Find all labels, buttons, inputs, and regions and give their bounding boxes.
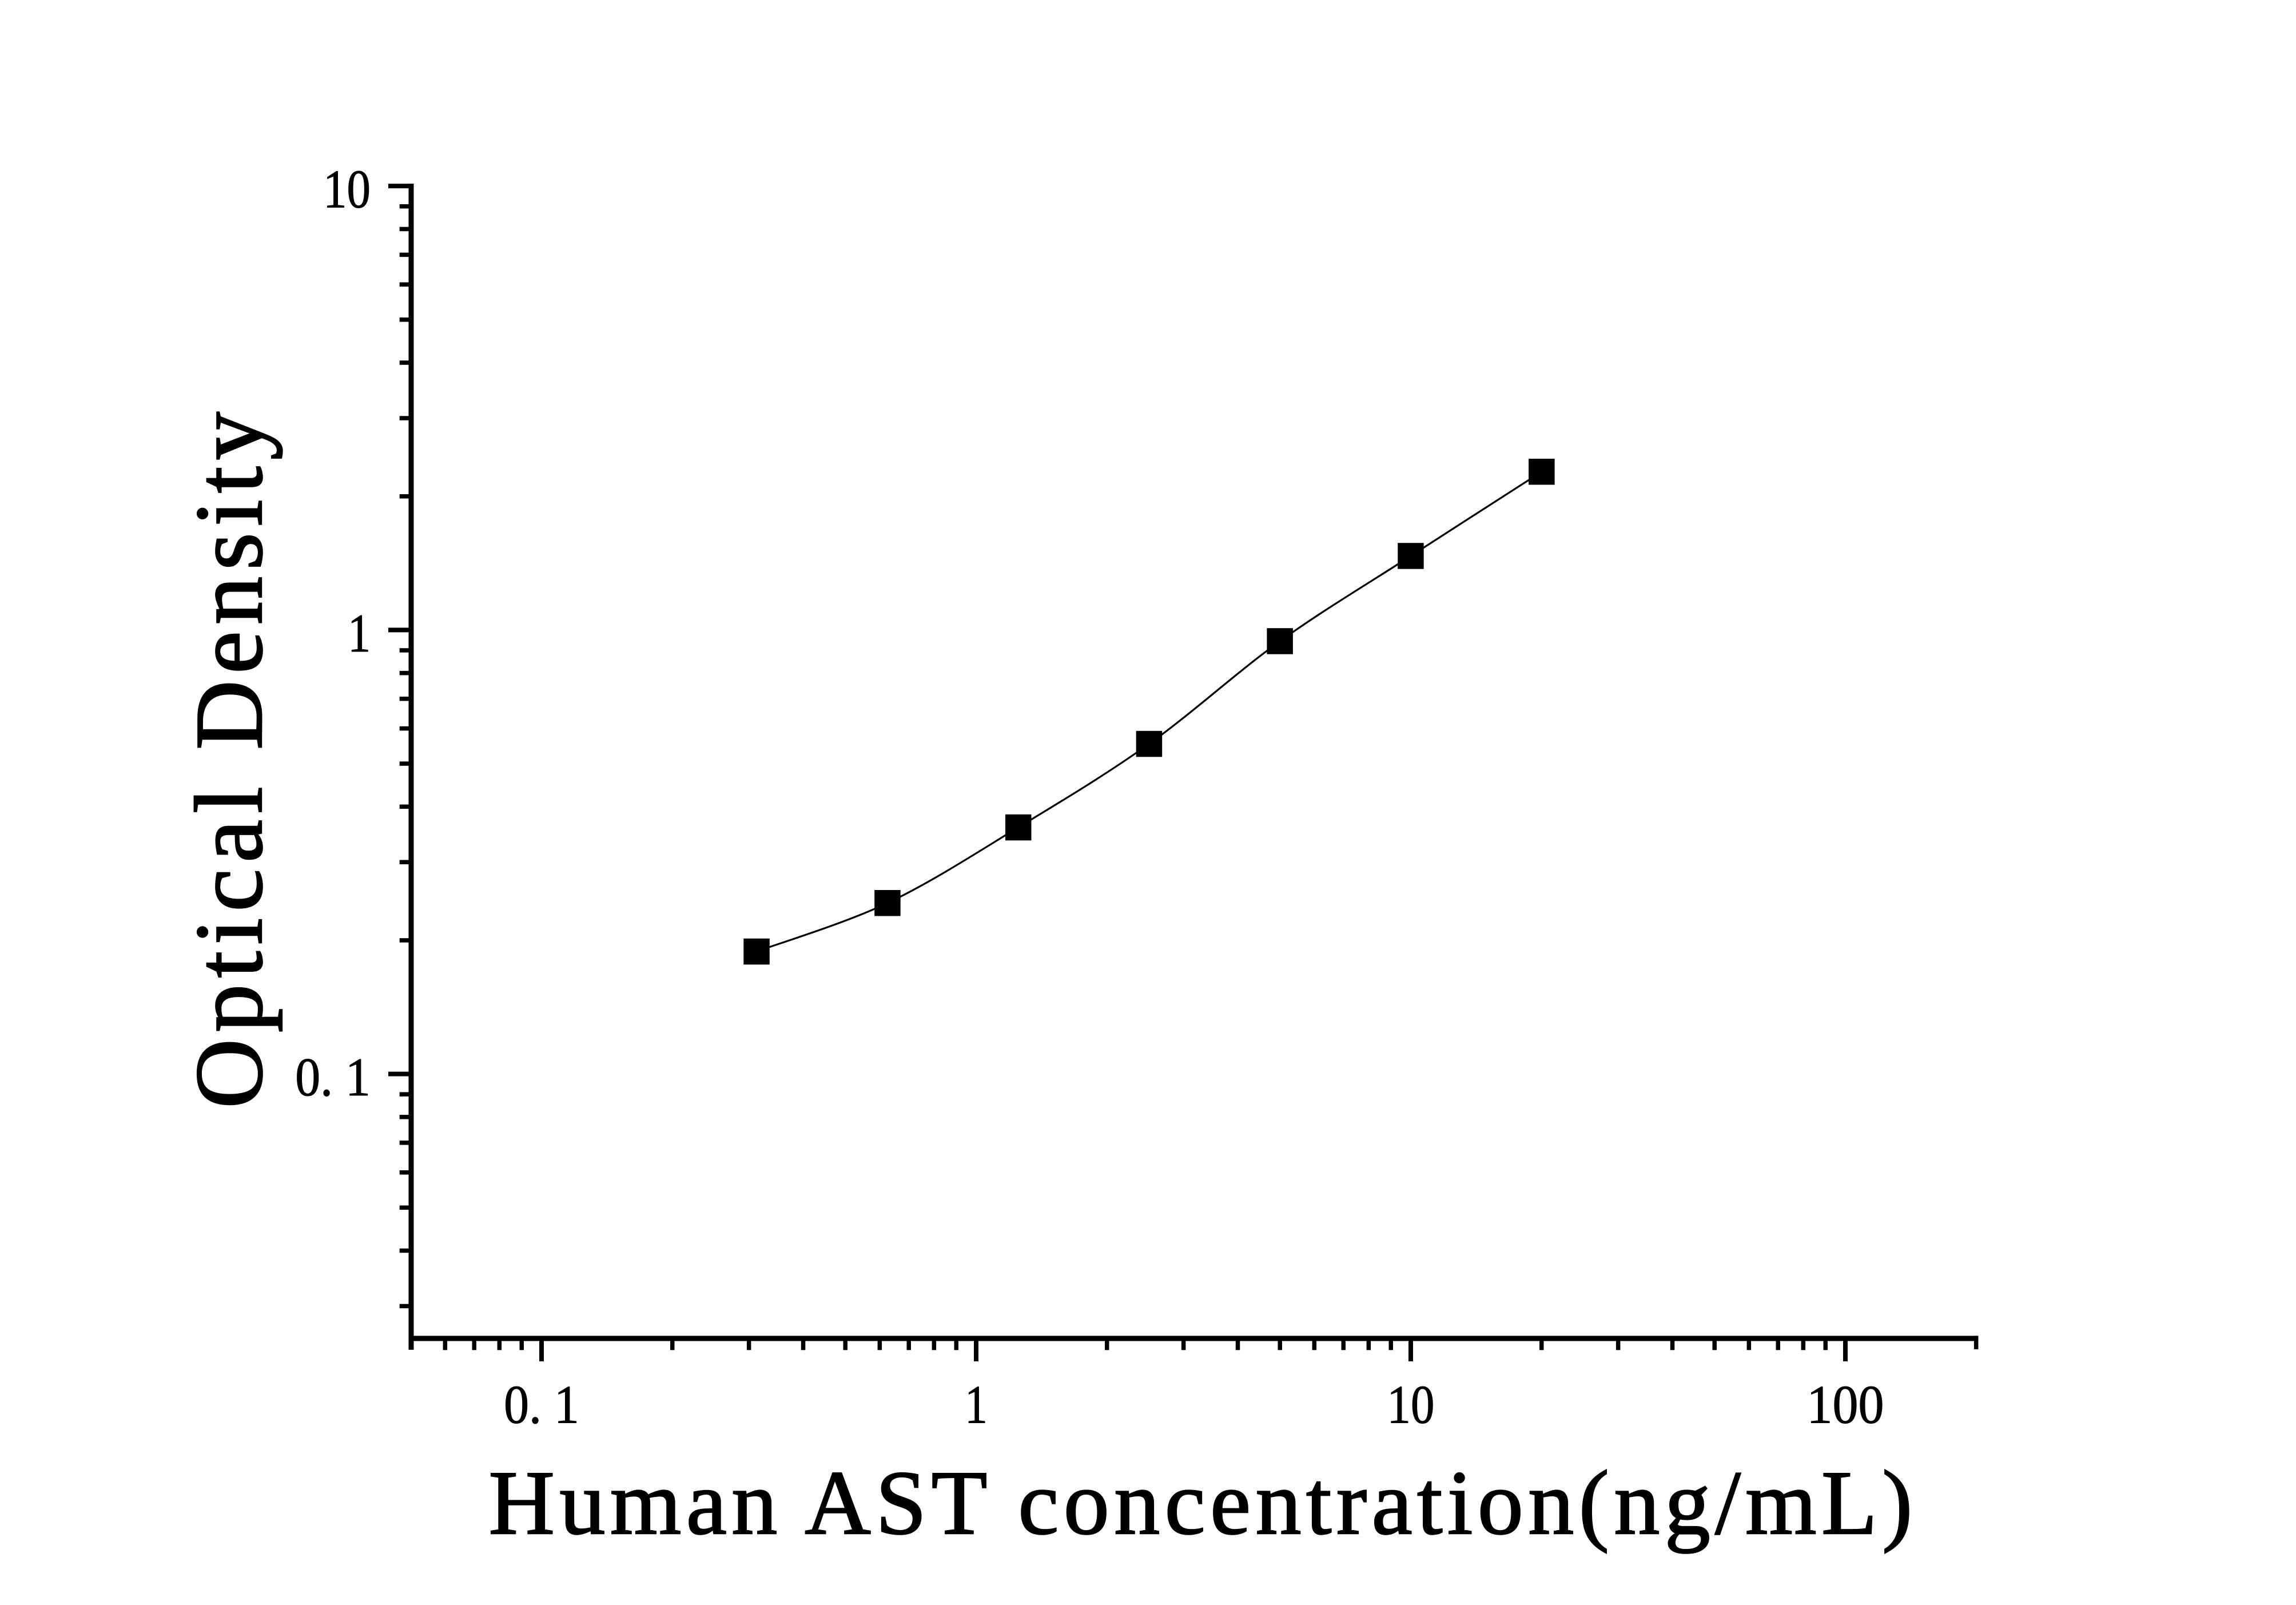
svg-text:0. 1: 0. 1 xyxy=(295,1047,371,1107)
svg-text:Optical Density: Optical Density xyxy=(175,406,282,1109)
svg-text:10: 10 xyxy=(1387,1374,1435,1435)
svg-text:100: 100 xyxy=(1807,1374,1884,1435)
svg-text:1: 1 xyxy=(965,1374,988,1435)
svg-text:1: 1 xyxy=(348,603,371,664)
svg-text:10: 10 xyxy=(323,159,371,220)
svg-text:Human AST concentration(ng/mL): Human AST concentration(ng/mL) xyxy=(489,1452,1917,1554)
svg-text:0. 1: 0. 1 xyxy=(504,1374,579,1435)
